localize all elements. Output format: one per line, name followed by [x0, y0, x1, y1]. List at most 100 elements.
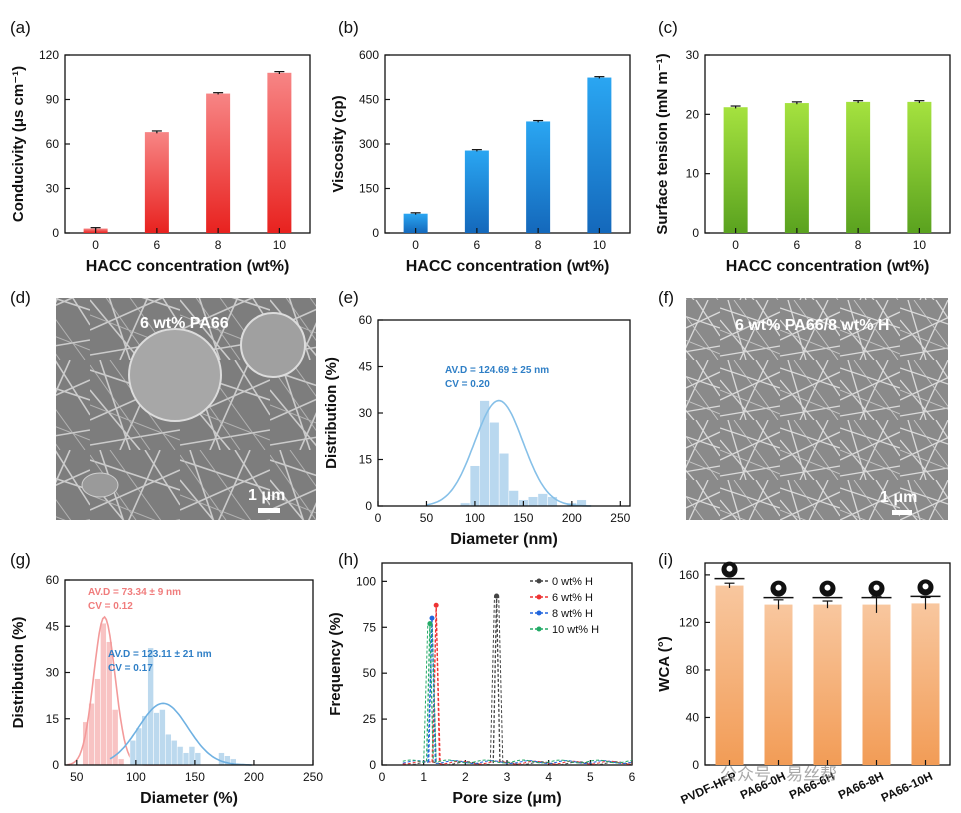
- y-tick-label: 0: [369, 758, 376, 772]
- y-tick-label: 0: [52, 226, 59, 240]
- annotation-cv: CV = 0.20: [445, 379, 490, 390]
- y-tick-label: 100: [356, 574, 376, 588]
- histogram-bar-PA66: [100, 622, 107, 766]
- plot-frame: [381, 562, 633, 766]
- y-axis-label: Conducivity (μs cm⁻¹): [10, 66, 27, 222]
- bar-6: [144, 132, 169, 233]
- bar-6: [784, 103, 809, 233]
- y-axis-label: Distribution (%): [10, 617, 27, 729]
- annotation-avd: AV.D = 124.69 ± 25 nm: [445, 365, 549, 376]
- histogram-bar-PA66/H: [135, 727, 143, 766]
- x-tick-label: 0: [92, 238, 99, 252]
- bar-6: [464, 150, 489, 233]
- y-tick-label: 30: [359, 406, 373, 420]
- histogram-bar: [508, 490, 519, 507]
- x-tick-label: 6: [629, 770, 636, 784]
- sem-image-d: 6 wt% PA66 1 μm: [56, 298, 316, 520]
- y-axis-label: Viscosity (cp): [330, 95, 347, 192]
- bar-8: [526, 121, 551, 233]
- y-tick-label: 30: [46, 666, 60, 680]
- series-line-8 wt% H: [402, 618, 633, 765]
- histogram-bar-PA66: [117, 758, 125, 766]
- x-tick-label: 0: [379, 770, 386, 784]
- panel-letter-e: (e): [338, 288, 359, 307]
- y-tick-label: 15: [359, 453, 373, 467]
- bar-PA66-6H: [813, 604, 842, 765]
- bead-large: [128, 328, 222, 422]
- x-tick-label: 10: [593, 238, 607, 252]
- x-tick-label: 250: [303, 770, 323, 784]
- series-line-0 wt% H: [402, 595, 633, 766]
- chart-e: 0 15 30 45 60 0 50 100 150 200 250 Diameter (nm) Dis…: [323, 313, 631, 548]
- legend-marker: [536, 610, 542, 616]
- y-tick-label: 120: [39, 48, 59, 62]
- y-tick-label: 60: [359, 313, 373, 327]
- y-tick-label: 75: [363, 620, 377, 634]
- legend-label: 8 wt% H: [552, 608, 593, 620]
- x-tick-label: 4: [545, 770, 552, 784]
- y-axis-label: Surface tension (mN m⁻¹): [654, 53, 671, 234]
- y-tick-label: 80: [686, 663, 700, 677]
- x-tick-label: 8: [855, 238, 862, 252]
- histogram-bar-PA66: [94, 678, 101, 766]
- watermark: 公众号 · 易丝帮: [720, 765, 837, 784]
- panel-letter-g: (g): [10, 550, 31, 569]
- panel-letter-d: (d): [10, 288, 31, 307]
- legend-marker: [536, 578, 542, 584]
- sem-d-scale-label: 1 μm: [248, 487, 285, 504]
- histogram-bar-PA66/H: [129, 740, 137, 766]
- y-tick-label: 60: [46, 137, 60, 151]
- legend-label: 6 wt% H: [552, 592, 593, 604]
- histogram-bar-PA66/H: [194, 752, 202, 766]
- bead-small: [240, 312, 306, 378]
- x-axis-label: HACC concentration (wt%): [726, 258, 930, 275]
- histogram-bar-PA66/H: [218, 752, 225, 766]
- bar-10: [267, 72, 292, 233]
- x-axis-label: HACC concentration (wt%): [406, 258, 610, 275]
- legend-label: 10 wt% H: [552, 624, 599, 636]
- y-tick-label: 160: [679, 568, 699, 582]
- x-axis-label: Diameter (%): [140, 790, 238, 807]
- y-tick-label: 0: [692, 758, 699, 772]
- sem-f-scale-label: 1 μm: [880, 489, 917, 506]
- y-tick-label: 30: [46, 182, 60, 196]
- panel-letter-f: (f): [658, 288, 674, 307]
- panel-letter-a: (a): [10, 18, 31, 37]
- sem-d-scale-bar: [258, 508, 280, 513]
- bar-PA66-10H: [911, 603, 940, 765]
- series-line-6 wt% H: [402, 605, 633, 765]
- legend-marker: [536, 594, 542, 600]
- histogram-bar: [489, 422, 500, 507]
- bar-PA66-0H: [764, 604, 793, 765]
- x-tick-label: 0: [732, 238, 739, 252]
- droplet-highlight: [775, 584, 782, 591]
- gaussian-fit-curve: [426, 399, 592, 507]
- histogram-bar-PA66/H: [159, 709, 166, 766]
- y-tick-label: 0: [52, 758, 59, 772]
- panel-letter-c: (c): [658, 18, 678, 37]
- chart-h: 0 25 50 75 100 0 1 2 3 4 5 6 Pore size (μm) Frequency…: [327, 562, 636, 807]
- series-peak-marker: [494, 593, 500, 599]
- bar-10: [907, 101, 932, 233]
- panel-letters: (a) (b) (c) (d) (e) (f) (g) (h) (i): [10, 18, 678, 569]
- x-tick-label: 10: [273, 238, 287, 252]
- sem-image-f: 6 wt% PA66/8 wt% H 1 μm: [686, 298, 948, 520]
- x-tick-label: 150: [513, 511, 533, 525]
- histogram-bar-PA66/H: [182, 752, 190, 766]
- histogram-bar-PA66/H: [153, 712, 160, 766]
- x-tick-label: 50: [420, 511, 434, 525]
- y-tick-label: 45: [359, 360, 373, 374]
- annotation-cv: CV = 0.12: [88, 601, 133, 612]
- y-axis-label: Distribution (%): [323, 357, 340, 469]
- y-tick-label: 0: [365, 499, 372, 513]
- plot-frame: [704, 54, 951, 234]
- annotation-avd: AV.D = 123.11 ± 21 nm: [108, 649, 212, 660]
- histogram-bar-PA66/H: [176, 746, 184, 766]
- x-tick-label: 2: [462, 770, 469, 784]
- y-tick-label: 0: [692, 226, 699, 240]
- bar-10: [587, 77, 612, 234]
- chart-g: AV.D = 73.34 ± 9 nm CV = 0.12 AV.D = 123.1…: [10, 573, 323, 807]
- histogram-bar-PA66/H: [171, 740, 178, 766]
- bar-8: [846, 101, 871, 233]
